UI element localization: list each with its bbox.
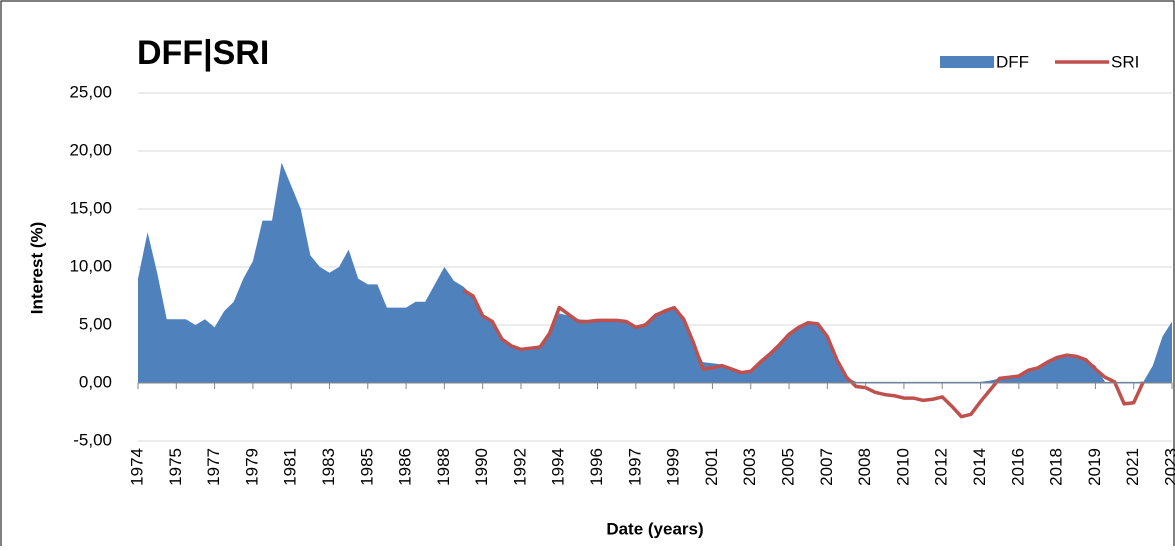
x-tick-label: 1999 bbox=[664, 448, 683, 486]
chart-title: DFF|SRI bbox=[137, 34, 269, 72]
y-tick-label: 5,00 bbox=[79, 314, 112, 333]
x-tick-label: 1992 bbox=[510, 448, 529, 486]
x-tick-label: 2005 bbox=[779, 448, 798, 486]
legend-label: DFF bbox=[996, 52, 1029, 71]
x-tick-label: 2023 bbox=[1161, 448, 1175, 486]
x-tick-label: 2007 bbox=[817, 448, 836, 486]
line bbox=[462, 288, 1145, 419]
x-tick-label: 2016 bbox=[1008, 448, 1027, 486]
y-tick-label: 20,00 bbox=[69, 140, 112, 159]
x-tick-label: 2021 bbox=[1123, 448, 1142, 486]
x-tick-label: 1983 bbox=[319, 448, 338, 486]
x-tick-label: 2018 bbox=[1047, 448, 1066, 486]
x-tick-label: 1974 bbox=[127, 448, 146, 486]
x-axis-title: Date (years) bbox=[606, 519, 703, 538]
x-tick-label: 1997 bbox=[625, 448, 644, 486]
x-tick-label: 2010 bbox=[893, 448, 912, 486]
y-axis-title: Interest (%) bbox=[27, 222, 46, 315]
x-tick-label: 1979 bbox=[242, 448, 261, 486]
x-tick-label: 1990 bbox=[472, 448, 491, 486]
y-tick-label: 15,00 bbox=[69, 198, 112, 217]
x-tick-label: 2019 bbox=[1085, 448, 1104, 486]
x-tick-label: 1994 bbox=[549, 448, 568, 486]
y-tick-label: 0,00 bbox=[79, 372, 112, 391]
x-tick-label: 2001 bbox=[702, 448, 721, 486]
x-tick-label: 1986 bbox=[396, 448, 415, 486]
y-tick-label: 10,00 bbox=[69, 256, 112, 275]
x-tick-label: 1981 bbox=[281, 448, 300, 486]
x-tick-label: 1977 bbox=[204, 448, 223, 486]
x-tick-label: 1975 bbox=[166, 448, 185, 486]
x-tick-label: 2003 bbox=[740, 448, 759, 486]
area bbox=[138, 162, 1172, 383]
x-tick-label: 2014 bbox=[970, 448, 989, 486]
x-tick-label: 1988 bbox=[434, 448, 453, 486]
x-tick-label: 2008 bbox=[855, 448, 874, 486]
y-tick-label: 25,00 bbox=[69, 82, 112, 101]
y-tick-label: -5,00 bbox=[73, 430, 112, 449]
x-tick-label: 1996 bbox=[587, 448, 606, 486]
x-tick-label: 1985 bbox=[357, 448, 376, 486]
legend-swatch bbox=[940, 56, 994, 68]
legend-label: SRI bbox=[1111, 52, 1139, 71]
x-tick-label: 2012 bbox=[932, 448, 951, 486]
